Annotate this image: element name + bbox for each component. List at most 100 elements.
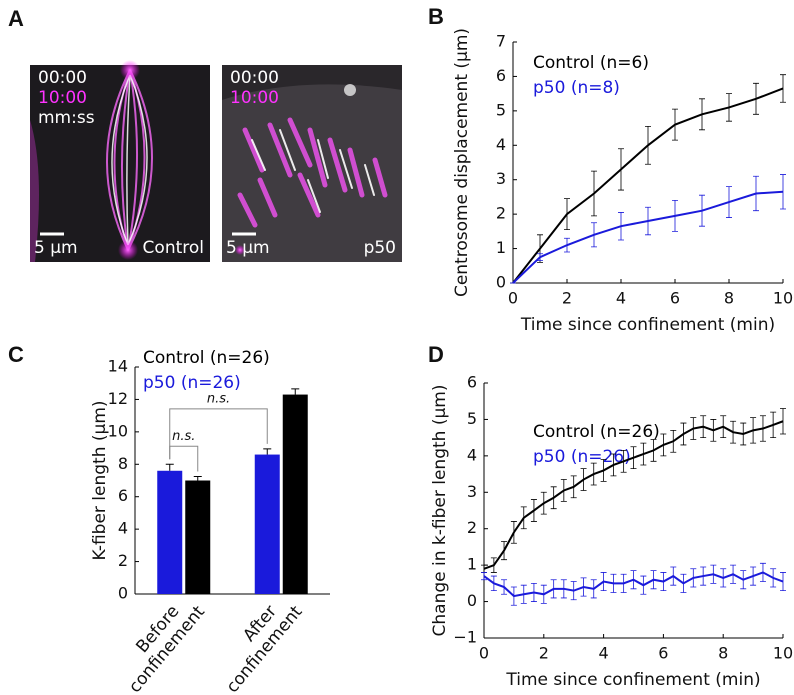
error-bar bbox=[291, 388, 300, 395]
error-bar bbox=[730, 564, 737, 584]
legend-entry: Control (n=26) bbox=[143, 348, 270, 368]
bar bbox=[282, 394, 308, 594]
x-tick-label: 6 bbox=[670, 289, 680, 308]
error-bar bbox=[490, 557, 497, 573]
error-bar bbox=[537, 253, 543, 262]
error-bar bbox=[560, 579, 567, 599]
y-tick-label: 3 bbox=[467, 482, 477, 501]
bracket bbox=[169, 408, 268, 460]
legend-entry: p50 (n=8) bbox=[533, 78, 620, 98]
time-stamp: 10:00 bbox=[38, 88, 87, 108]
error-bar bbox=[700, 566, 707, 586]
y-tick-label: 6 bbox=[467, 373, 477, 392]
error-bar bbox=[620, 449, 627, 473]
y-tick-label: −1 bbox=[453, 628, 477, 647]
error-bar bbox=[720, 568, 727, 588]
y-tick-label: 2 bbox=[118, 551, 128, 570]
error-bar bbox=[600, 459, 607, 482]
x-tick-label: 0 bbox=[479, 644, 489, 663]
panel-label: A bbox=[8, 6, 24, 31]
annotation: n.s. bbox=[172, 429, 195, 444]
error-bar bbox=[660, 572, 667, 592]
error-bar bbox=[620, 573, 627, 593]
error-bar bbox=[699, 194, 705, 227]
error-bar bbox=[590, 579, 597, 599]
error-bar bbox=[550, 579, 557, 599]
series-line bbox=[512, 87, 784, 284]
error-bar bbox=[510, 521, 517, 544]
bar bbox=[185, 480, 211, 594]
legend-entry: p50 (n=26) bbox=[143, 373, 241, 393]
error-bar bbox=[770, 411, 777, 439]
image-label: p50 bbox=[364, 238, 396, 258]
error-bar bbox=[630, 446, 637, 470]
y-axis-label: Change in k-fiber length (μm) bbox=[430, 385, 450, 637]
y-tick-label: 5 bbox=[496, 100, 506, 119]
x-axis-label: Time since confinement (min) bbox=[520, 315, 775, 335]
error-bar bbox=[520, 506, 527, 530]
error-bar bbox=[672, 199, 678, 232]
y-tick-label: 0 bbox=[467, 591, 477, 610]
error-bar bbox=[650, 439, 657, 462]
error-bar bbox=[530, 499, 537, 522]
error-bar bbox=[640, 575, 647, 595]
error-bar bbox=[580, 577, 587, 597]
error-bar bbox=[591, 170, 597, 217]
error-bar bbox=[720, 415, 727, 439]
annotation: n.s. bbox=[207, 391, 230, 406]
error-bar bbox=[610, 453, 617, 477]
error-bar bbox=[780, 572, 786, 592]
error-bar bbox=[645, 206, 651, 236]
y-tick-label: 4 bbox=[467, 445, 477, 464]
error-bar bbox=[591, 222, 597, 248]
error-bar bbox=[699, 98, 705, 131]
x-tick-label: 8 bbox=[718, 644, 728, 663]
time-stamp: 00:00 bbox=[230, 68, 279, 88]
error-bar bbox=[263, 448, 272, 455]
image-label: Control bbox=[143, 238, 204, 258]
error-bar bbox=[530, 582, 537, 602]
error-bar bbox=[618, 148, 624, 191]
error-bar bbox=[570, 475, 577, 499]
error-bar bbox=[710, 564, 717, 584]
error-bar bbox=[645, 125, 651, 165]
error-bar bbox=[740, 570, 747, 590]
y-tick-label: 12 bbox=[108, 389, 128, 408]
x-tick-label: 0 bbox=[508, 289, 518, 308]
error-bar bbox=[600, 572, 607, 592]
y-axis-label: K-fiber length (μm) bbox=[90, 400, 110, 560]
legend-entry: Control (n=6) bbox=[533, 53, 649, 73]
x-tick-label: 8 bbox=[724, 289, 734, 308]
panel-label: B bbox=[428, 4, 444, 29]
panel-label: C bbox=[8, 342, 24, 367]
y-tick-label: 6 bbox=[496, 66, 506, 85]
error-bar bbox=[165, 463, 174, 471]
time-stamp: 00:00 bbox=[38, 68, 87, 88]
bar bbox=[157, 470, 183, 594]
x-tick-label: 2 bbox=[539, 644, 549, 663]
error-bar bbox=[564, 237, 570, 253]
error-bar bbox=[540, 584, 547, 604]
y-tick-label: 1 bbox=[467, 555, 477, 574]
error-bar bbox=[690, 417, 697, 440]
error-bar bbox=[753, 82, 759, 115]
y-tick-label: 7 bbox=[496, 32, 506, 51]
error-bar bbox=[670, 429, 677, 453]
y-tick-label: 2 bbox=[467, 518, 477, 537]
y-tick-label: 5 bbox=[467, 409, 477, 428]
error-bar bbox=[570, 581, 577, 601]
scale-bar-label: 5 μm bbox=[226, 238, 270, 258]
y-axis-label: Centrosome displacement (μm) bbox=[452, 28, 472, 297]
y-tick-label: 0 bbox=[118, 584, 128, 603]
y-tick-label: 10 bbox=[108, 421, 128, 440]
x-tick-label: Before confinement bbox=[106, 589, 209, 695]
time-format: mm:ss bbox=[38, 108, 95, 128]
panel-label: D bbox=[428, 342, 444, 367]
y-tick-label: 0 bbox=[496, 273, 506, 292]
error-bar bbox=[610, 573, 617, 593]
error-bar bbox=[510, 586, 517, 606]
error-bar bbox=[770, 568, 777, 588]
error-bar bbox=[690, 568, 697, 588]
x-tick-label: 2 bbox=[562, 289, 572, 308]
error-bar bbox=[740, 422, 747, 446]
